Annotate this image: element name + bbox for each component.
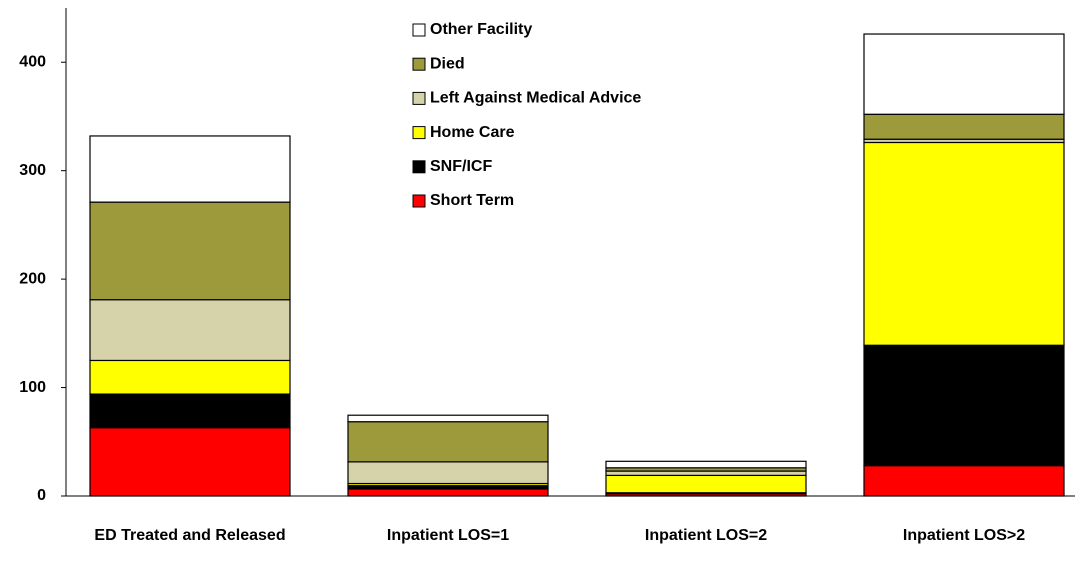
legend-swatch bbox=[412, 57, 426, 71]
bar-segment bbox=[89, 427, 291, 497]
bar-segment bbox=[89, 359, 291, 395]
bar-segment bbox=[347, 414, 549, 423]
bar-segment bbox=[89, 393, 291, 429]
bar-segment bbox=[605, 470, 807, 476]
bar-segment bbox=[347, 461, 549, 485]
legend-label: Short Term bbox=[430, 192, 514, 209]
legend-swatch bbox=[412, 160, 426, 174]
bar-segment bbox=[605, 474, 807, 494]
y-tick-label: 200 bbox=[19, 270, 46, 287]
legend-swatch bbox=[412, 23, 426, 37]
bar-segment bbox=[347, 421, 549, 463]
y-tick-label: 300 bbox=[19, 162, 46, 179]
bar-segment bbox=[89, 201, 291, 301]
bar-segment bbox=[863, 113, 1065, 140]
bar-segment bbox=[863, 344, 1065, 467]
bar-segment bbox=[863, 141, 1065, 346]
x-tick-label: Inpatient LOS=1 bbox=[386, 527, 510, 544]
legend-swatch bbox=[412, 194, 426, 208]
bar-segment bbox=[89, 135, 291, 203]
legend-label: Other Facility bbox=[430, 21, 532, 38]
bar-segment bbox=[347, 488, 549, 497]
legend-label: SNF/ICF bbox=[430, 158, 492, 175]
x-tick-label: ED Treated and Released bbox=[94, 527, 286, 544]
bar-segment bbox=[863, 33, 1065, 115]
x-tick-label: Inpatient LOS=2 bbox=[644, 527, 768, 544]
y-tick-label: 400 bbox=[19, 53, 46, 70]
legend-label: Home Care bbox=[430, 124, 515, 141]
y-tick-label: 0 bbox=[37, 487, 46, 504]
legend-swatch bbox=[412, 126, 426, 140]
x-tick-label: Inpatient LOS>2 bbox=[902, 527, 1026, 544]
legend-swatch bbox=[412, 91, 426, 105]
legend-label: Died bbox=[430, 55, 465, 72]
bar-segment bbox=[605, 460, 807, 469]
bar-segment bbox=[863, 465, 1065, 497]
legend-label: Left Against Medical Advice bbox=[430, 90, 641, 107]
y-tick-label: 100 bbox=[19, 379, 46, 396]
bar-segment bbox=[89, 299, 291, 362]
